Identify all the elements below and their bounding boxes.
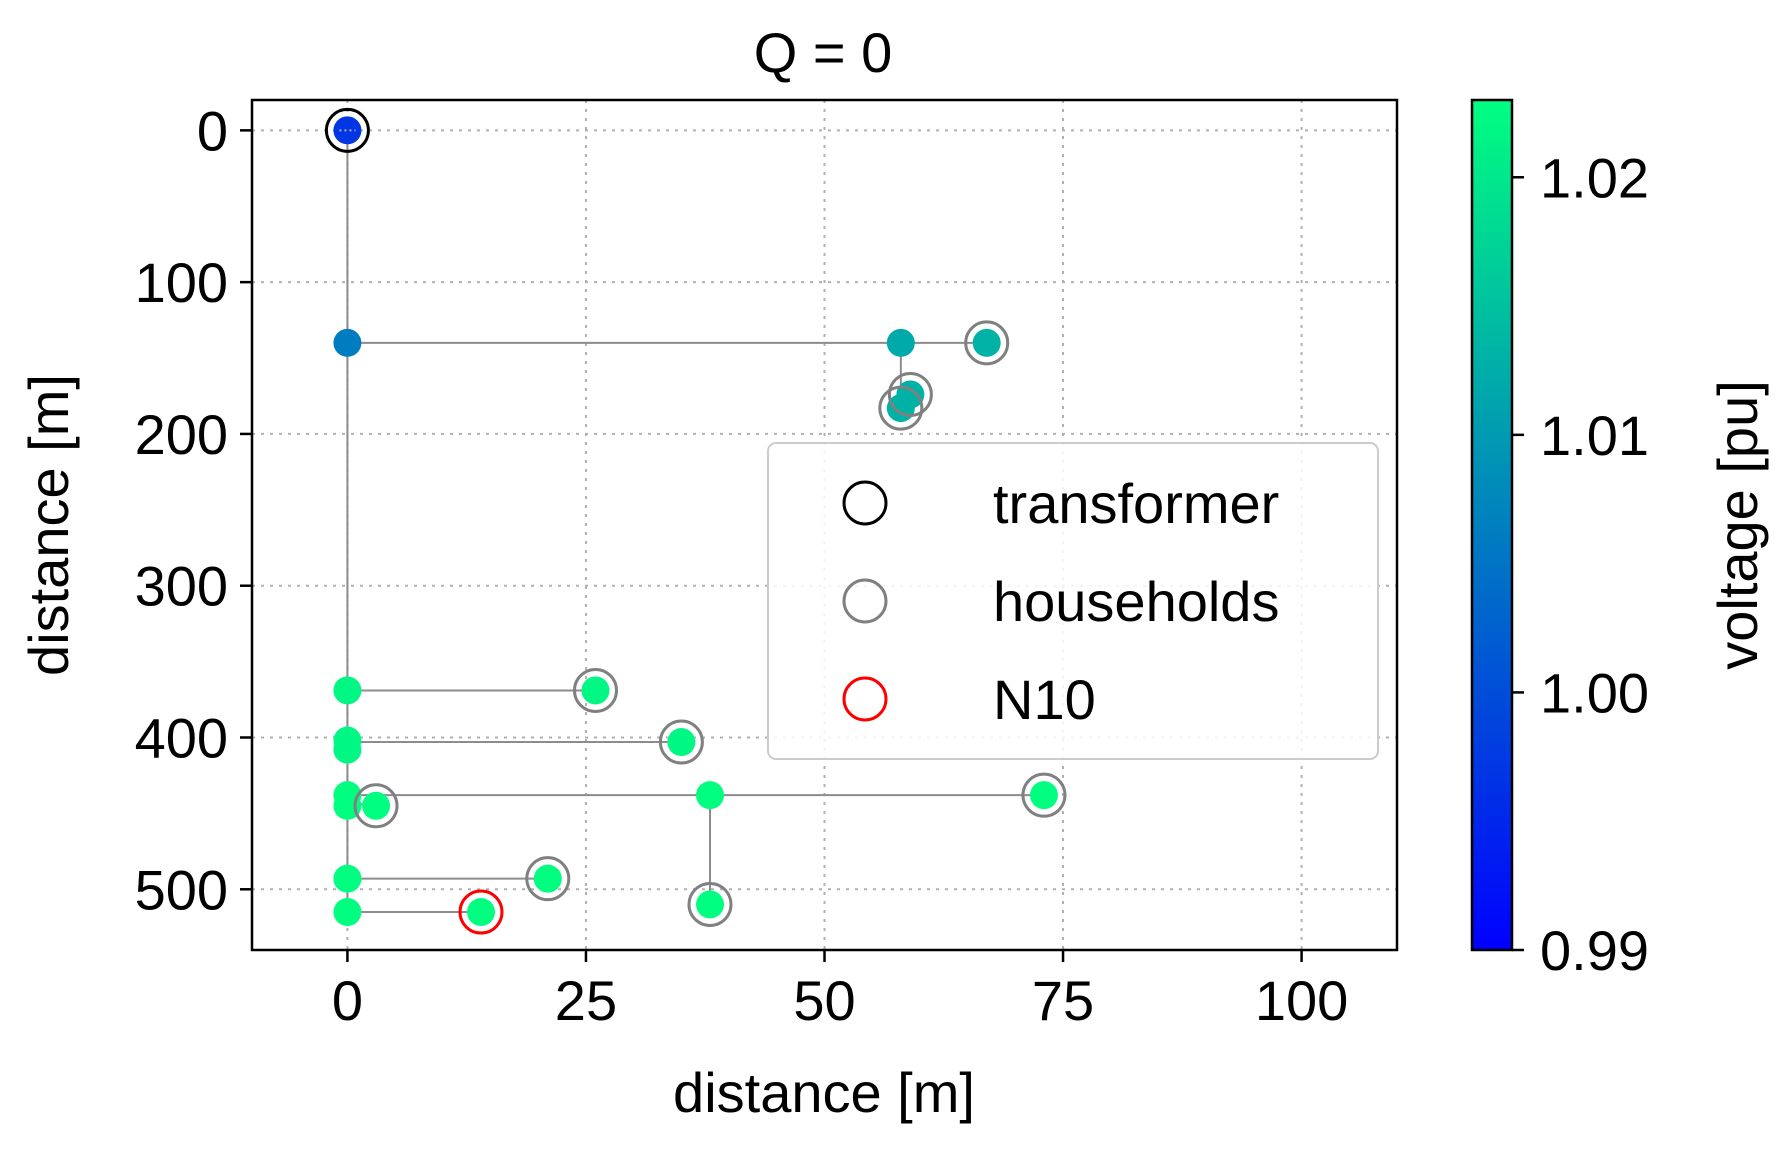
voltage-node bbox=[333, 676, 362, 705]
legend: transformer households N10 bbox=[767, 442, 1379, 760]
legend-marker-households bbox=[842, 578, 888, 624]
node-rings bbox=[324, 107, 1067, 935]
voltage-node bbox=[886, 328, 915, 357]
ring-households bbox=[687, 881, 733, 927]
voltage-node bbox=[696, 890, 724, 919]
colorbar-tick-label: 1.00 bbox=[1540, 661, 1649, 724]
x-tick-label: 0 bbox=[332, 969, 363, 1032]
voltage-node bbox=[333, 116, 362, 145]
x-axis-ticks: 0 25 50 75 100 bbox=[332, 950, 1348, 1032]
legend-marker-transformer bbox=[842, 480, 888, 526]
voltage-node bbox=[1029, 781, 1058, 810]
ring-households bbox=[887, 371, 933, 417]
colorbar bbox=[1470, 98, 1514, 952]
y-axis-label: distance [m] bbox=[17, 374, 80, 676]
y-axis-ticks: 0 100 200 300 400 500 bbox=[135, 99, 252, 921]
ring-households bbox=[573, 667, 618, 713]
voltage-node bbox=[333, 328, 362, 357]
ring-households bbox=[525, 856, 571, 902]
ring-households bbox=[878, 385, 924, 431]
y-tick-label: 100 bbox=[135, 251, 228, 314]
ring-households bbox=[658, 719, 704, 765]
ring-transformer bbox=[324, 107, 370, 153]
x-tick-label: 75 bbox=[1032, 969, 1094, 1032]
voltage-node bbox=[333, 898, 362, 927]
ring-n10 bbox=[458, 889, 504, 935]
legend-label-n10: N10 bbox=[993, 668, 1096, 731]
y-tick-label: 200 bbox=[135, 403, 228, 466]
colorbar-tick-label: 1.02 bbox=[1540, 146, 1649, 209]
voltage-node bbox=[333, 864, 362, 893]
legend-marker-n10 bbox=[842, 676, 888, 722]
x-tick-label: 50 bbox=[793, 969, 855, 1032]
voltage-node bbox=[696, 781, 724, 810]
ring-households bbox=[1021, 772, 1067, 818]
legend-label-transformer: transformer bbox=[993, 472, 1279, 535]
voltage-nodes bbox=[333, 116, 1058, 927]
legend-box bbox=[767, 442, 1379, 760]
voltage-node bbox=[333, 735, 362, 764]
voltage-node bbox=[533, 864, 562, 893]
y-tick-label: 0 bbox=[197, 99, 228, 162]
x-tick-label: 100 bbox=[1255, 969, 1348, 1032]
colorbar-ticks: 0.99 1.00 1.01 1.02 bbox=[1512, 146, 1649, 982]
legend-label-households: households bbox=[993, 570, 1279, 633]
voltage-node bbox=[333, 791, 362, 820]
y-tick-label: 500 bbox=[135, 858, 228, 921]
voltage-node bbox=[667, 728, 696, 757]
voltage-node bbox=[581, 676, 610, 705]
colorbar-tick-label: 0.99 bbox=[1540, 919, 1649, 982]
ring-households bbox=[353, 783, 399, 829]
ring-households bbox=[964, 320, 1010, 366]
x-tick-label: 25 bbox=[555, 969, 617, 1032]
colorbar-label: voltage [pu] bbox=[1706, 380, 1769, 670]
colorbar-tick-label: 1.01 bbox=[1540, 404, 1649, 467]
y-tick-label: 300 bbox=[135, 555, 228, 618]
voltage-node bbox=[972, 328, 1001, 357]
chart-title: Q = 0 bbox=[754, 21, 893, 84]
voltage-node bbox=[467, 898, 495, 927]
x-axis-label: distance [m] bbox=[673, 1061, 975, 1124]
voltage-node bbox=[362, 791, 391, 820]
y-tick-label: 400 bbox=[135, 707, 228, 770]
